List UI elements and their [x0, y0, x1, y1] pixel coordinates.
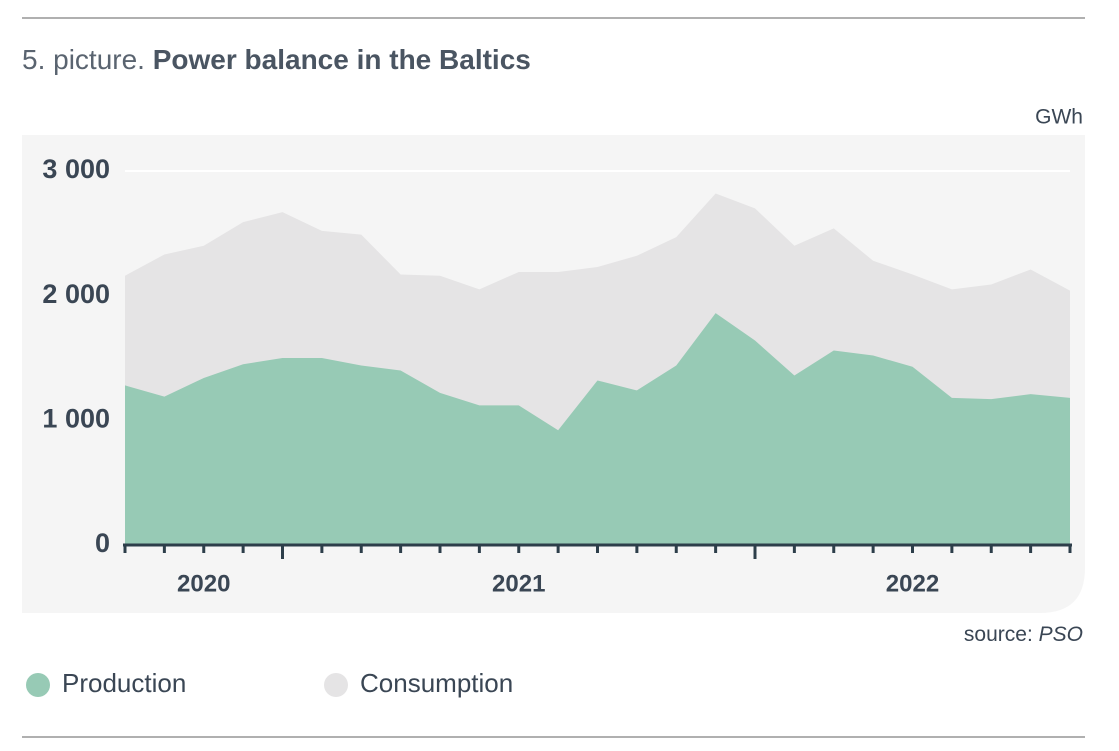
- y-tick-label: 0: [95, 528, 110, 558]
- legend-swatch: [26, 673, 50, 697]
- y-tick-label: 1 000: [42, 403, 110, 433]
- legend-label: Production: [62, 668, 186, 698]
- chart-title: 5. picture. Power balance in the Baltics: [22, 44, 531, 75]
- area-production: [125, 313, 1070, 545]
- source-label: source:: [964, 623, 1033, 646]
- source-name: PSO: [1039, 623, 1083, 646]
- axes: 0 1 000 2 000 3 000 2020 2021 2022: [42, 154, 1072, 597]
- y-tick-label: 3 000: [42, 154, 110, 184]
- x-tick-label: 2022: [886, 570, 939, 597]
- unit-label: GWh: [1035, 106, 1083, 129]
- legend-label: Consumption: [360, 668, 513, 698]
- x-tick-label: 2020: [177, 570, 230, 597]
- legend: Production Consumption: [26, 668, 513, 698]
- legend-swatch: [324, 673, 348, 697]
- title-main: Power balance in the Baltics: [153, 44, 531, 75]
- areas: [125, 193, 1070, 545]
- y-tick-label: 2 000: [42, 279, 110, 309]
- source: source: PSO: [964, 623, 1083, 646]
- title-prefix: 5. picture.: [22, 44, 145, 75]
- x-tick-label: 2021: [492, 570, 545, 597]
